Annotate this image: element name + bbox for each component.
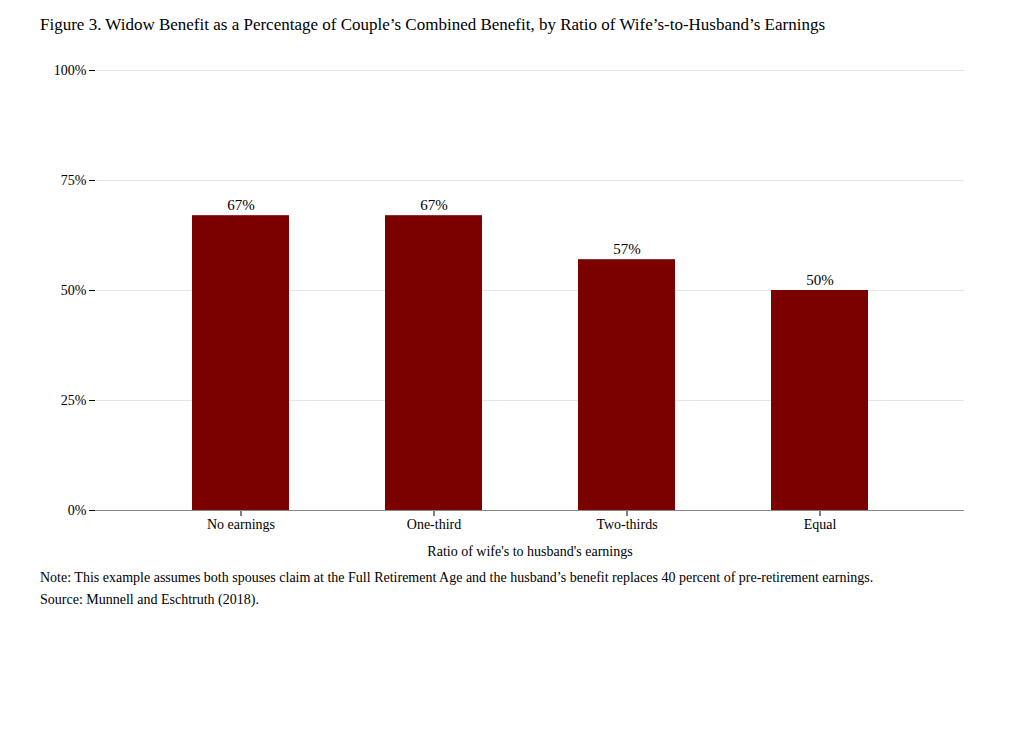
svg-text:No earnings: No earnings — [207, 517, 275, 532]
html-text:Source: Munnell and Eschtruth: Source: Munnell and Eschtruth (2018). — [40, 592, 259, 608]
svg-text:50%: 50% — [806, 271, 834, 287]
svg-text:0%: 0% — [68, 503, 87, 518]
svg-text:One-third: One-third — [407, 517, 461, 532]
svg-text:Ratio of wife's to husband's e: Ratio of wife's to husband's earnings — [427, 543, 632, 558]
svg-text:57%: 57% — [613, 241, 641, 257]
svg-text:50%: 50% — [61, 283, 87, 298]
svg-text:67%: 67% — [420, 197, 448, 213]
svg-text:67%: 67% — [227, 197, 255, 213]
svg-text:Two-thirds: Two-thirds — [596, 517, 657, 532]
svg-text:Equal: Equal — [804, 517, 837, 532]
html-text:Note: This example assumes bot: Note: This example assumes both spouses … — [40, 569, 874, 585]
html-text:Figure 3. Widow Benefit as a P: Figure 3. Widow Benefit as a Percentage … — [40, 15, 825, 34]
svg-text:75%: 75% — [61, 173, 87, 188]
svg-text:100%: 100% — [54, 63, 87, 78]
svg-text:25%: 25% — [61, 393, 87, 408]
